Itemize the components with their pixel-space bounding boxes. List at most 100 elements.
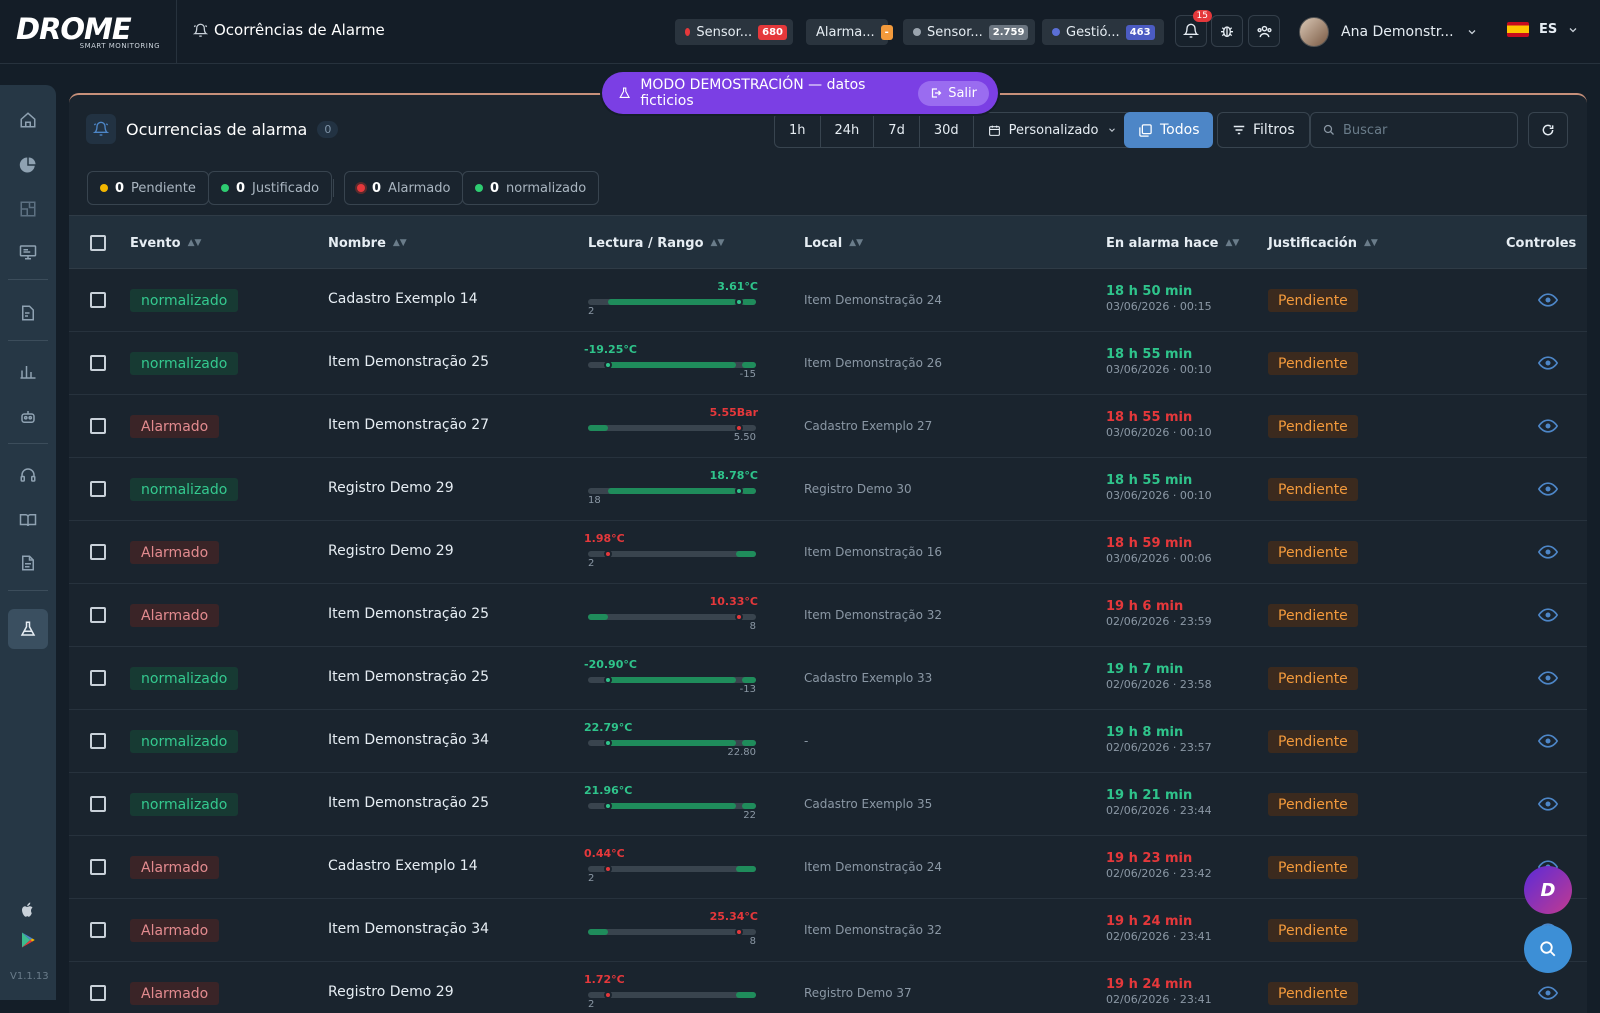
bug-report-button[interactable] [1211,15,1243,47]
table-row[interactable]: normalizado Item Demonstração 25 -20.90°C -… [69,647,1587,710]
justification-badge[interactable]: Pendiente [1268,856,1358,879]
summary-chip-pendiente[interactable]: 0 Pendiente [87,171,209,205]
header-status-pill[interactable]: Sensor... 2.759 [903,19,1035,45]
sidebar-item-documents[interactable] [8,543,48,583]
summary-chip-alarmado[interactable]: 0 Alarmado [344,171,464,205]
justification-badge[interactable]: Pendiente [1268,352,1358,375]
row-checkbox[interactable] [90,922,106,938]
row-checkbox[interactable] [90,355,106,371]
filters-button[interactable]: Filtros [1217,112,1310,148]
table-row[interactable]: normalizado Registro Demo 29 18.78°C 18 Regi… [69,458,1587,521]
table-row[interactable]: Alarmado Item Demonstração 25 10.33°C 8 Item… [69,584,1587,647]
drome-logo[interactable]: DROME SMART MONITORING [16,14,162,50]
table-row[interactable]: normalizado Cadastro Exemplo 14 3.61°C 2 Ite… [69,269,1587,332]
table-row[interactable]: normalizado Item Demonstração 34 22.79°C 22… [69,710,1587,773]
column-justificacion[interactable]: Justificación ▲▼ [1268,216,1378,270]
refresh-button[interactable] [1528,112,1568,148]
column-local[interactable]: Local ▲▼ [804,216,863,270]
range-bar [588,802,756,810]
range-limit: 22.80 [727,747,756,758]
sidebar-item-android-app[interactable] [8,920,48,960]
justification-badge[interactable]: Pendiente [1268,919,1358,942]
sidebar-item-reports[interactable] [8,293,48,333]
header-status-pill[interactable]: Gestió... 463 [1042,19,1164,45]
sidebar-item-demo-lab[interactable] [8,609,48,649]
select-all-checkbox[interactable] [90,235,106,251]
summary-count: 0 [490,180,500,196]
column-en-alarma[interactable]: En alarma hace ▲▼ [1106,216,1239,270]
eye-icon[interactable] [1538,545,1558,559]
eye-icon[interactable] [1538,734,1558,748]
column-evento[interactable]: Evento ▲▼ [130,216,201,270]
row-checkbox[interactable] [90,796,106,812]
column-lectura[interactable]: Lectura / Rango ▲▼ [588,216,724,270]
range-7d[interactable]: 7d [874,113,920,147]
row-checkbox[interactable] [90,481,106,497]
sidebar-item-ios-app[interactable] [8,890,48,930]
eye-icon[interactable] [1538,608,1558,622]
row-checkbox[interactable] [90,733,106,749]
exit-demo-button[interactable]: Salir [918,80,989,106]
assistant-button[interactable]: D [1524,866,1572,914]
sidebar-item-floorplan[interactable] [8,189,48,229]
table-row[interactable]: Alarmado Item Demonstração 27 5.55Bar 5.50 C… [69,395,1587,458]
table-row[interactable]: Alarmado Cadastro Exemplo 14 0.44°C 2 Item D… [69,836,1587,899]
table-row[interactable]: Alarmado Registro Demo 29 1.98°C 2 Item Demo… [69,521,1587,584]
eye-icon[interactable] [1538,797,1558,811]
column-label: Justificación [1268,235,1357,251]
header-status-pill[interactable]: Sensor... 680 [675,19,793,45]
justification-badge[interactable]: Pendiente [1268,982,1358,1005]
user-menu[interactable]: Ana Demonstr... [1299,17,1478,47]
sidebar-item-home[interactable] [8,100,48,140]
search-fab-button[interactable] [1524,925,1572,973]
justification-badge[interactable]: Pendiente [1268,604,1358,627]
eye-icon[interactable] [1538,482,1558,496]
sidebar-item-analytics[interactable] [8,352,48,392]
table-row[interactable]: Alarmado Item Demonstração 34 25.34°C 8 Item… [69,899,1587,962]
table-row[interactable]: normalizado Item Demonstração 25 -19.25°C -… [69,332,1587,395]
justification-badge[interactable]: Pendiente [1268,667,1358,690]
row-checkbox[interactable] [90,607,106,623]
justification-badge[interactable]: Pendiente [1268,478,1358,501]
row-checkbox[interactable] [90,418,106,434]
range-custom[interactable]: Personalizado [974,113,1131,147]
view-all-button[interactable]: Todos [1124,112,1214,148]
summary-chip-justificado[interactable]: 0 Justificado [208,171,333,205]
users-button[interactable] [1248,15,1280,47]
justification-badge[interactable]: Pendiente [1268,415,1358,438]
notifications-button[interactable]: 15 [1175,10,1212,47]
range-1h[interactable]: 1h [775,113,821,147]
search-input[interactable] [1343,122,1503,138]
reading-range: 10.33°C 8 [588,593,758,637]
sidebar-item-manual[interactable] [8,500,48,540]
status-dot-icon [913,28,921,36]
justification-badge[interactable]: Pendiente [1268,730,1358,753]
row-checkbox[interactable] [90,292,106,308]
table-row[interactable]: Alarmado Registro Demo 29 1.72°C 2 Registro … [69,962,1587,1013]
sidebar-item-support[interactable] [8,455,48,495]
range-24h[interactable]: 24h [821,113,875,147]
summary-chip-normalizado[interactable]: 0 normalizado [462,171,600,205]
home-icon [20,112,36,128]
row-checkbox[interactable] [90,985,106,1001]
sidebar-item-monitor[interactable] [8,232,48,272]
row-checkbox[interactable] [90,670,106,686]
range-30d[interactable]: 30d [920,113,974,147]
row-checkbox[interactable] [90,544,106,560]
reading-range: 25.34°C 8 [588,908,758,952]
justification-badge[interactable]: Pendiente [1268,793,1358,816]
sidebar-item-dashboard[interactable] [8,145,48,185]
row-checkbox[interactable] [90,859,106,875]
language-selector[interactable]: ES [1507,22,1579,37]
eye-icon[interactable] [1538,356,1558,370]
eye-icon[interactable] [1538,986,1558,1000]
header-status-pill[interactable]: Alarma... - [806,19,893,45]
eye-icon[interactable] [1538,671,1558,685]
justification-badge[interactable]: Pendiente [1268,289,1358,312]
eye-icon[interactable] [1538,419,1558,433]
eye-icon[interactable] [1538,293,1558,307]
column-nombre[interactable]: Nombre ▲▼ [328,216,407,270]
justification-badge[interactable]: Pendiente [1268,541,1358,564]
sidebar-item-automation[interactable] [8,397,48,437]
table-row[interactable]: normalizado Item Demonstração 25 21.96°C 22… [69,773,1587,836]
